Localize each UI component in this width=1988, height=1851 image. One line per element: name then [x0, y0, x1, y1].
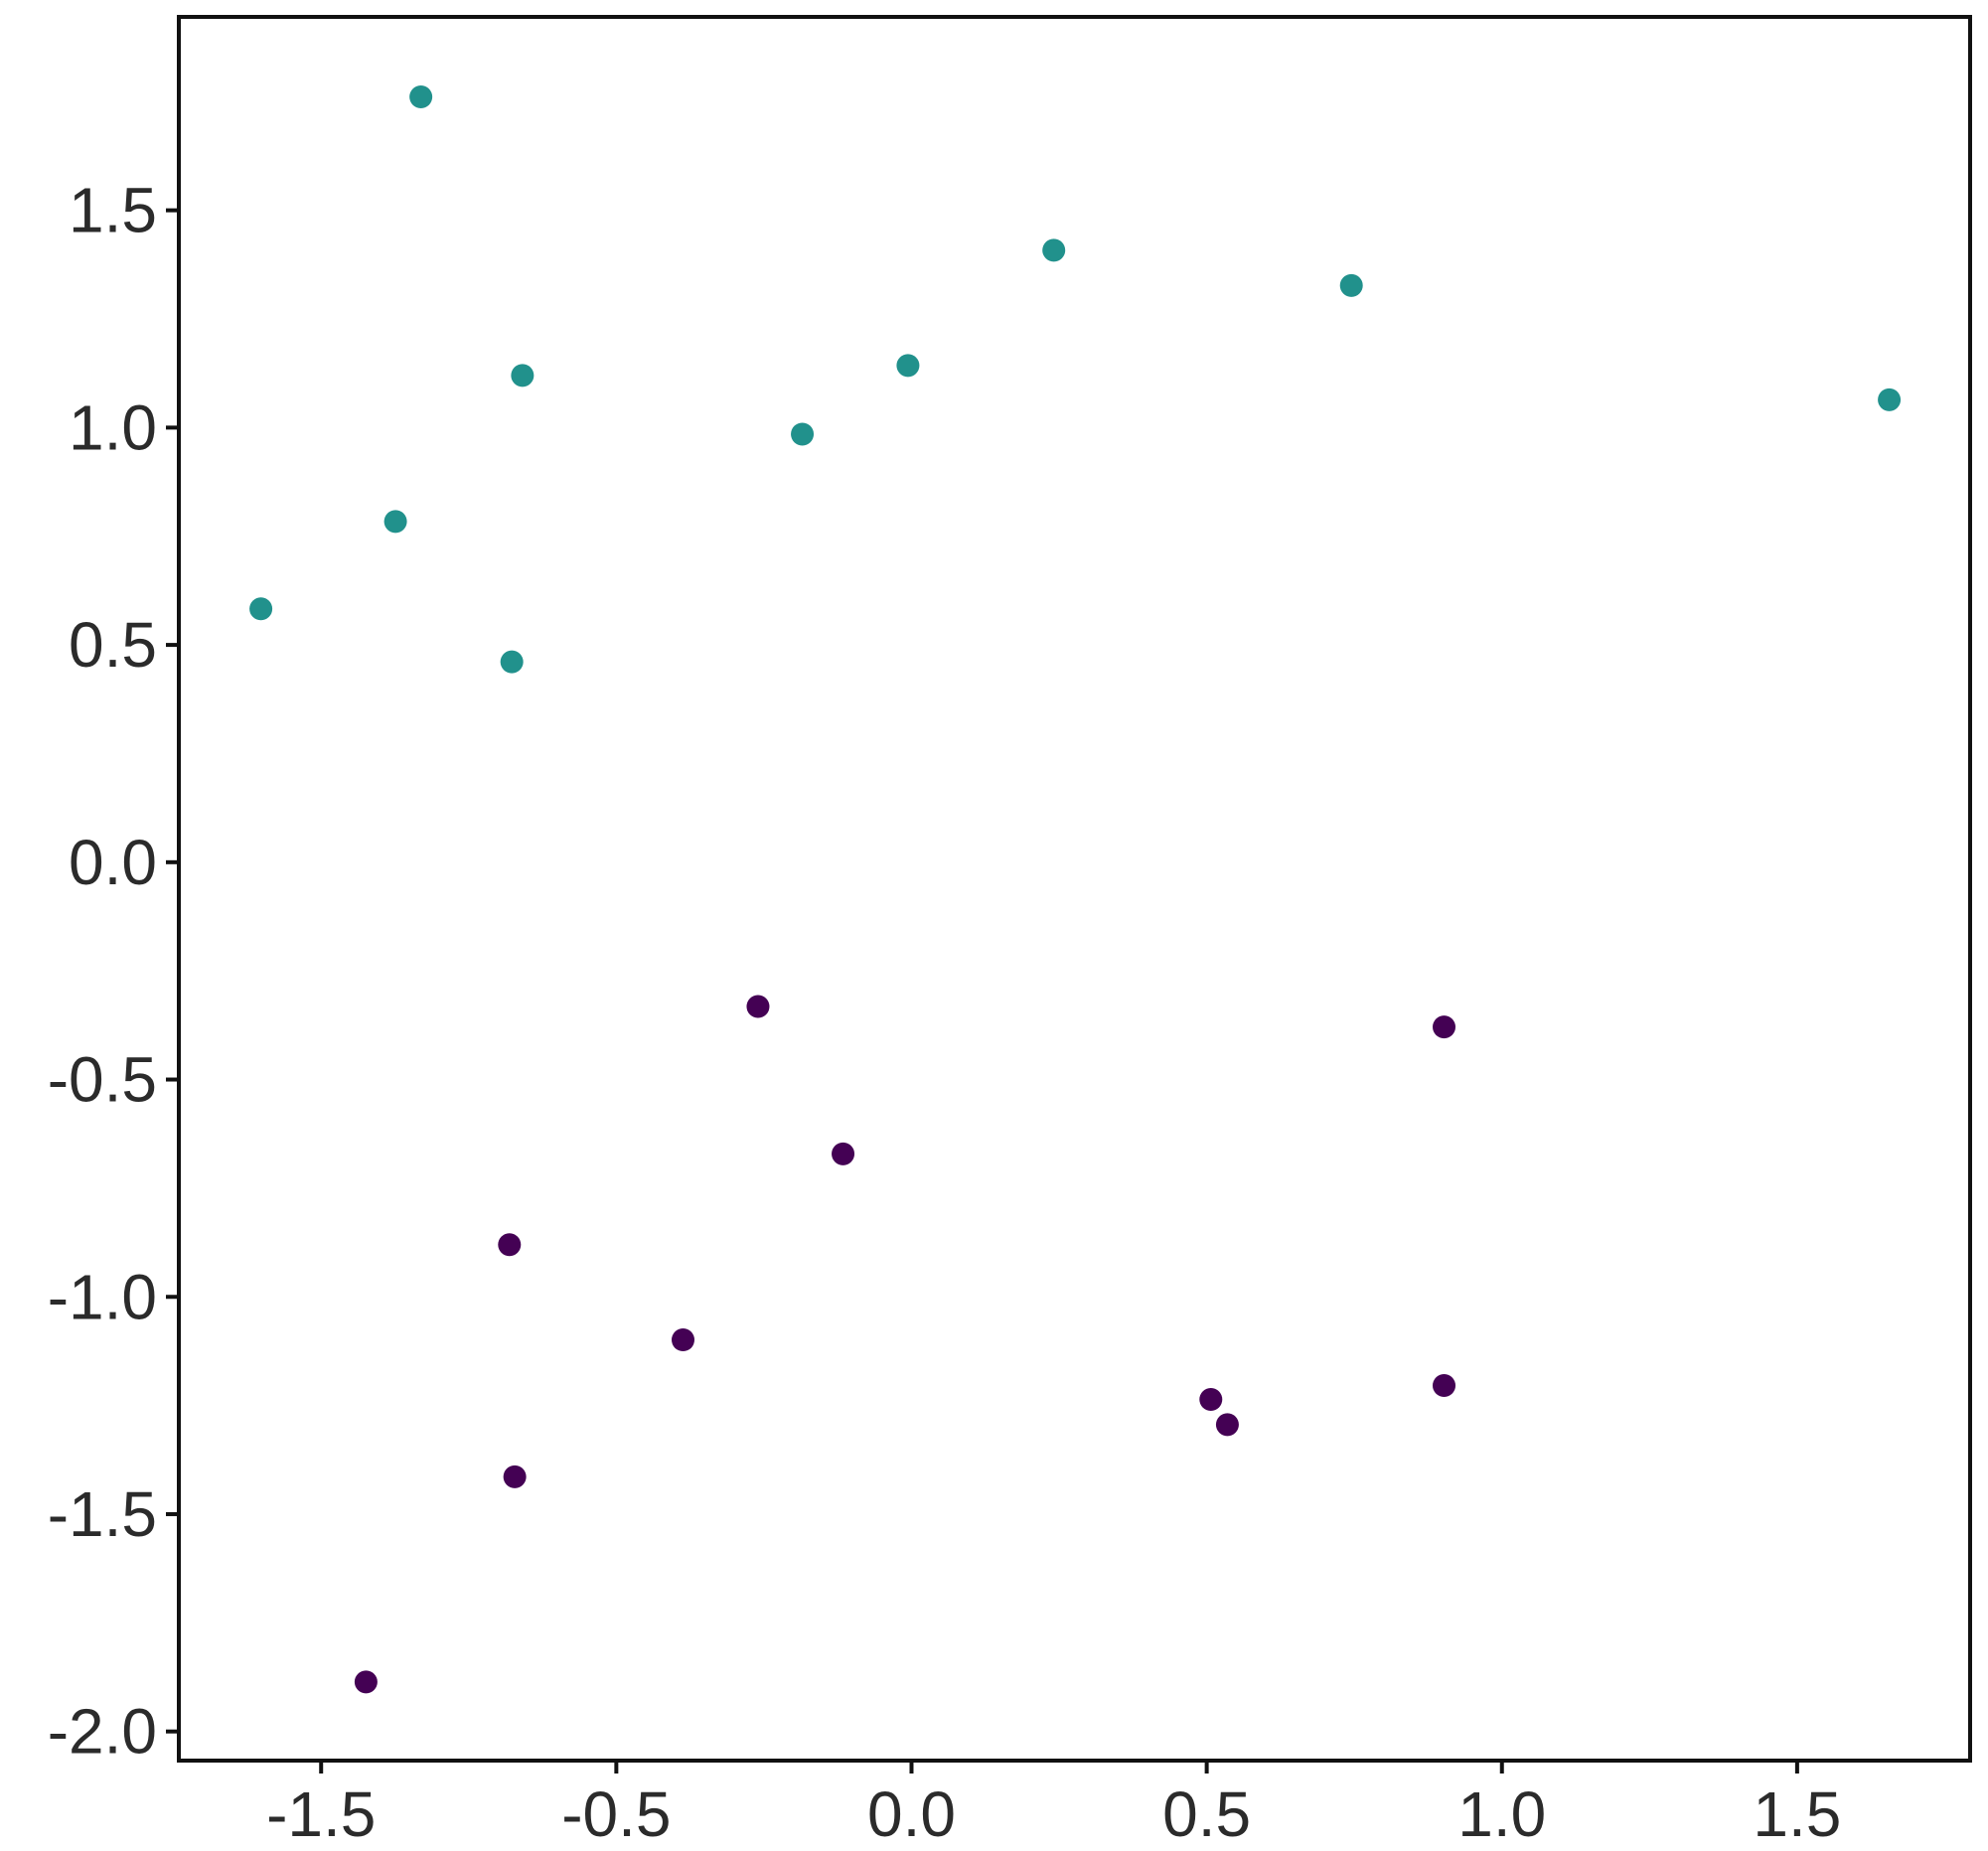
point: [1433, 1015, 1456, 1039]
point: [1878, 387, 1902, 411]
point: [503, 1465, 527, 1488]
point: [832, 1142, 855, 1165]
point: [896, 354, 920, 378]
x-tick-label: 1.5: [1753, 1778, 1841, 1850]
point: [409, 84, 433, 108]
plot-frame: [177, 15, 1972, 1763]
y-tick-label: 0.5: [69, 609, 157, 681]
y-tick-label: -1.0: [48, 1261, 157, 1332]
y-tick-label: -0.5: [48, 1044, 157, 1116]
point: [1215, 1413, 1239, 1437]
point: [1433, 1373, 1456, 1397]
x-tick-label: 0.5: [1162, 1778, 1251, 1850]
point: [791, 422, 815, 446]
y-tick-label: -1.5: [48, 1478, 157, 1550]
point: [498, 1233, 522, 1257]
x-tick-label: 1.0: [1457, 1778, 1546, 1850]
x-tick-label: -1.5: [266, 1778, 376, 1850]
point: [1199, 1387, 1223, 1411]
x-tick-label: -0.5: [561, 1778, 671, 1850]
point: [354, 1670, 378, 1694]
point: [1339, 273, 1363, 297]
x-tick-label: 0.0: [867, 1778, 956, 1850]
point: [500, 650, 524, 674]
point: [1042, 238, 1066, 262]
point: [511, 364, 535, 387]
y-tick-label: 1.5: [69, 175, 157, 246]
y-tick-label: 1.0: [69, 391, 157, 463]
point: [383, 510, 407, 534]
point: [249, 597, 273, 621]
point: [746, 995, 770, 1018]
y-tick-label: 0.0: [69, 827, 157, 898]
point: [672, 1328, 695, 1352]
y-tick-label: -2.0: [48, 1696, 157, 1768]
